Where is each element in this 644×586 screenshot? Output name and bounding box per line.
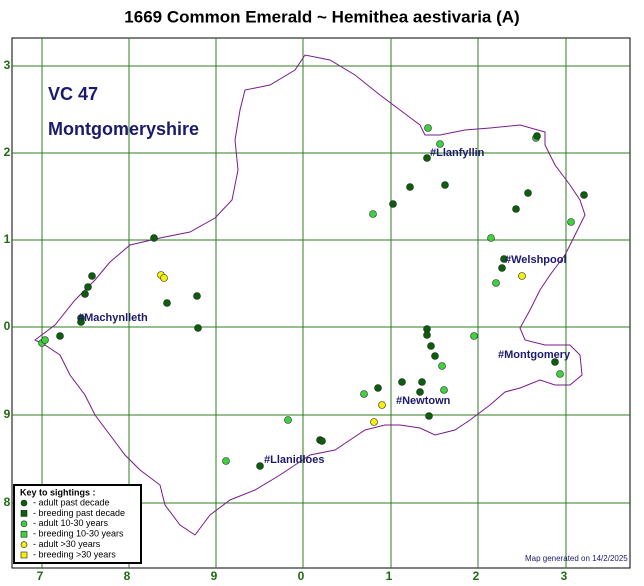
map-frame — [11, 37, 631, 569]
sighting-dot — [431, 352, 439, 360]
x-grid-label: 8 — [124, 569, 131, 583]
town-label: #Montgomery — [498, 349, 571, 361]
key-label: - adult 10-30 years — [33, 518, 109, 528]
sighting-dot — [81, 290, 89, 298]
footer: Map generated on 14/2/2025 — [525, 554, 628, 563]
sighting-dot — [492, 279, 500, 287]
towns: #Llanfyllin #Welshpool #Machynlleth #Montgo… — [78, 147, 571, 466]
key-symbol — [20, 551, 28, 559]
sighting-dot — [389, 200, 397, 208]
sighting-dot — [512, 205, 520, 213]
sighting-dot — [438, 362, 446, 370]
sighting-dot — [41, 336, 49, 344]
town-label: #Newtown — [396, 395, 451, 407]
sighting-dot — [524, 189, 532, 197]
vc-label: VC 47 — [48, 84, 98, 104]
key-items: - adult past decade- breeding past decad… — [20, 497, 125, 559]
key-label: - breeding >30 years — [33, 549, 116, 559]
sighting-dot — [487, 234, 495, 242]
sighting-dot — [498, 264, 506, 272]
sighting-dot — [556, 370, 564, 378]
key-symbol — [20, 510, 28, 517]
sighting-dot — [418, 378, 426, 386]
area-label: Montgomeryshire — [48, 119, 199, 139]
sighting-dot — [427, 342, 435, 350]
sighting-dot — [360, 390, 368, 398]
sighting-dot — [150, 234, 158, 242]
county-boundary — [34, 54, 586, 536]
sighting-dot — [194, 324, 202, 332]
map-title: 1669 Common Emerald ~ Hemithea aestivari… — [124, 7, 519, 26]
x-grid-label: 3 — [561, 569, 568, 583]
x-grid-label: 0 — [298, 569, 305, 583]
y-grid-label: 1 — [4, 232, 11, 246]
y-grid-label: 3 — [4, 58, 11, 72]
sighting-dot — [222, 457, 230, 465]
sighting-dot — [436, 140, 444, 148]
key-label: - adult >30 years — [33, 539, 101, 549]
y-grid-label: 8 — [4, 495, 11, 509]
sighting-dot — [56, 332, 64, 340]
sighting-dot — [374, 384, 382, 392]
key-symbol — [20, 520, 28, 528]
sighting-dot — [518, 272, 526, 280]
key-box — [13, 484, 142, 564]
key-title: Key to sightings : — [20, 487, 96, 497]
sighting-dot — [440, 386, 448, 394]
sighting-dot — [256, 462, 264, 470]
x-grid-label: 1 — [386, 569, 393, 583]
town-label: #Llanidloes — [264, 454, 325, 466]
x-grid-label: 2 — [473, 569, 480, 583]
sighting-dot — [398, 378, 406, 386]
town-label: #Welshpool — [505, 254, 567, 266]
sighting-dot — [424, 124, 432, 132]
y-grid-label: 9 — [4, 407, 11, 421]
sighting-dot — [77, 318, 85, 326]
y-grid-label: 2 — [4, 145, 11, 159]
sighting-dot — [193, 292, 201, 300]
sighting-dot — [369, 210, 377, 218]
sighting-dot — [284, 416, 292, 424]
sighting-dot — [416, 388, 424, 396]
town-label: #Machynlleth — [78, 312, 148, 324]
key-label: - adult past decade — [33, 497, 110, 507]
sighting-dot — [423, 154, 431, 162]
sighting-dot — [533, 132, 541, 140]
sighting-dot — [378, 401, 386, 409]
sighting-dot — [318, 437, 326, 445]
sighting-dot — [406, 183, 414, 191]
x-grid-label: 9 — [211, 569, 218, 583]
sighting-dot — [423, 331, 431, 339]
sighting-dot — [567, 218, 575, 226]
key-label: - breeding past decade — [33, 508, 125, 518]
sightings — [38, 124, 588, 470]
sighting-dot — [160, 274, 168, 282]
key-symbol — [20, 530, 28, 538]
x-grid-label: 7 — [37, 569, 44, 583]
y-grid-label: 0 — [4, 319, 11, 333]
sighting-dot — [370, 418, 378, 426]
sighting-dot — [84, 283, 92, 291]
key-symbol — [20, 541, 28, 548]
sighting-dot — [500, 255, 508, 263]
town-label: #Llanfyllin — [430, 147, 485, 159]
sighting-dot — [88, 272, 96, 280]
sighting-dot — [163, 299, 171, 307]
sighting-dot — [441, 181, 449, 189]
sighting-dot — [551, 358, 559, 366]
sighting-dot — [425, 412, 433, 420]
key-symbol — [20, 499, 28, 507]
sighting-dot — [580, 191, 588, 199]
key-label: - breeding 10-30 years — [33, 529, 124, 539]
sighting-dot — [470, 332, 478, 340]
